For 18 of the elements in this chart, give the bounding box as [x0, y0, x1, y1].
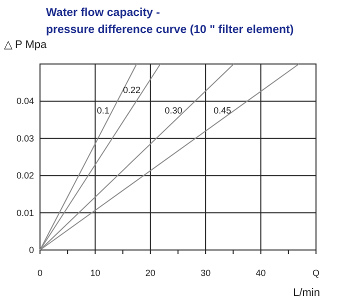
series-label: 0.45 — [214, 106, 232, 116]
x-tick-label: 10 — [90, 268, 100, 278]
y-tick-label: 0 — [28, 245, 34, 255]
x-axis-title: L/min — [293, 287, 320, 299]
y-tick-label: 0.01 — [16, 208, 34, 218]
y-tick-label: 0.03 — [16, 133, 34, 144]
series-label: 0.1 — [96, 106, 110, 116]
chart-title: Water flow capacity - pressure difference curve (10 " filter element) — [46, 7, 294, 36]
x-tick-label: 20 — [145, 268, 156, 278]
series-label: 0.30 — [164, 106, 182, 116]
y-axis-title: △ P Mpa — [4, 39, 48, 51]
y-tick-label: 0.02 — [16, 170, 34, 181]
series-label: 0.22 — [122, 85, 140, 96]
x-tick-label: 30 — [200, 268, 211, 278]
x-tick-label: 0 — [37, 268, 43, 278]
x-tick-label: 40 — [256, 268, 266, 278]
x-tick-label: Q — [312, 268, 320, 278]
y-tick-label: 0.04 — [16, 96, 34, 106]
